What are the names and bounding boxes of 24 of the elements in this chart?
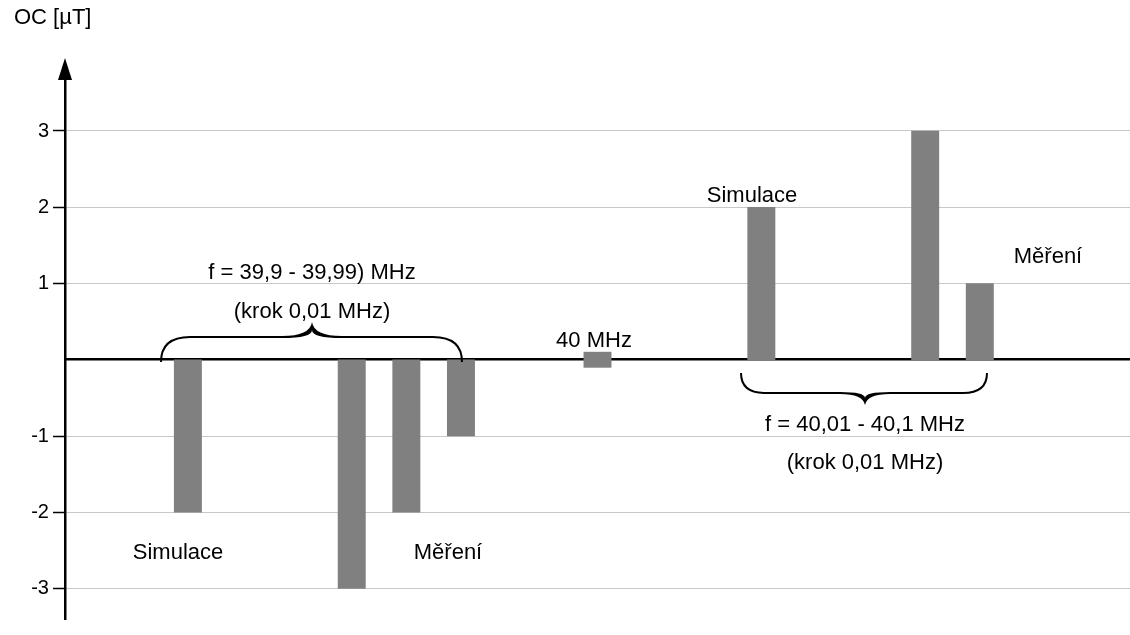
y-tick-label: -3 [31,576,49,599]
bar [446,359,475,437]
annotation: Simulace [706,182,798,208]
y-tick-label: 3 [37,118,49,141]
bar [173,359,202,513]
annotation: Měření [1013,243,1083,269]
y-axis-title: OC [µT] [14,4,92,30]
y-tick-label: 2 [37,194,49,217]
annotation: 40 MHz [556,327,632,353]
y-tick-label: 1 [37,271,49,294]
annotation: f = 40,01 - 40,1 MHz [765,411,965,437]
annotation: (krok 0,01 MHz) [786,449,944,475]
bar [337,359,366,589]
annotation: Simulace [132,539,224,565]
bar [911,130,940,361]
bar [583,351,612,368]
annotation: f = 39,9 - 39,99) MHz [208,259,416,285]
bar [965,283,994,361]
annotation: (krok 0,01 MHz) [233,298,391,324]
bar [747,206,776,361]
bar [392,359,421,513]
annotation: Měření [413,539,483,565]
y-tick-label: -1 [31,423,49,446]
y-tick-label: -2 [31,499,49,522]
